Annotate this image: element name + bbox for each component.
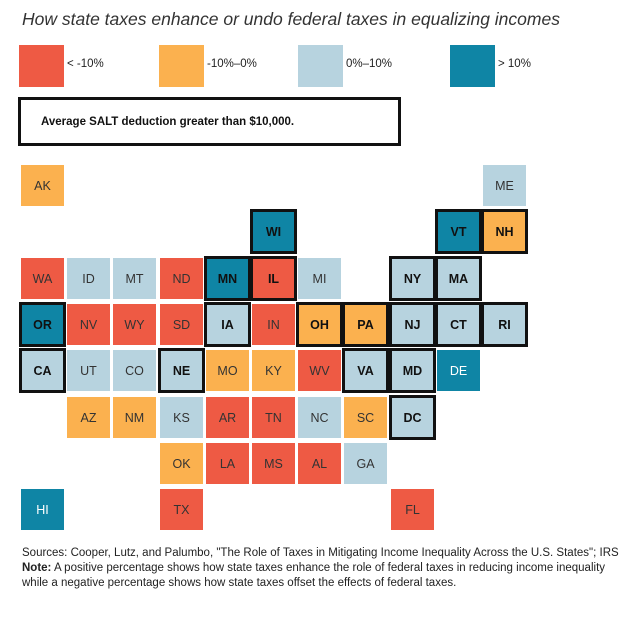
state-tile-ne: NE bbox=[160, 350, 203, 391]
note-label: Note: bbox=[22, 562, 52, 574]
state-tile-wy: WY bbox=[113, 304, 156, 345]
sources-note: Sources: Cooper, Lutz, and Palumbo, "The… bbox=[22, 546, 622, 591]
chart-title: How state taxes enhance or undo federal … bbox=[22, 9, 560, 29]
state-tile-oh: OH bbox=[298, 304, 341, 345]
state-tile-va: VA bbox=[344, 350, 387, 391]
legend-swatch-neg-large bbox=[19, 45, 64, 87]
state-tile-dc: DC bbox=[391, 397, 434, 438]
state-tile-ny: NY bbox=[391, 258, 434, 299]
state-tile-nd: ND bbox=[160, 258, 203, 299]
state-tile-nv: NV bbox=[67, 304, 110, 345]
salt-legend-box: Average SALT deduction greater than $10,… bbox=[18, 97, 401, 146]
state-tile-mi: MI bbox=[298, 258, 341, 299]
state-tile-fl: FL bbox=[391, 489, 434, 530]
state-tile-il: IL bbox=[252, 258, 295, 299]
state-tile-ma: MA bbox=[437, 258, 480, 299]
state-tile-nc: NC bbox=[298, 397, 341, 438]
state-tile-in: IN bbox=[252, 304, 295, 345]
legend-label-pos-large: > 10% bbox=[498, 58, 531, 70]
state-tile-ar: AR bbox=[206, 397, 249, 438]
state-tile-wv: WV bbox=[298, 350, 341, 391]
state-tile-ga: GA bbox=[344, 443, 387, 484]
state-tile-az: AZ bbox=[67, 397, 110, 438]
state-tile-mo: MO bbox=[206, 350, 249, 391]
state-tile-hi: HI bbox=[21, 489, 64, 530]
state-tile-ca: CA bbox=[21, 350, 64, 391]
state-tile-id: ID bbox=[67, 258, 110, 299]
state-tile-ri: RI bbox=[483, 304, 526, 345]
legend-swatch-pos-small bbox=[298, 45, 343, 87]
state-tile-nj: NJ bbox=[391, 304, 434, 345]
state-tile-ok: OK bbox=[160, 443, 203, 484]
note-text: A positive percentage shows how state ta… bbox=[22, 562, 606, 589]
state-tile-ak: AK bbox=[21, 165, 64, 206]
legend-swatch-pos-large bbox=[450, 45, 495, 87]
salt-legend-label: Average SALT deduction greater than $10,… bbox=[41, 116, 295, 128]
legend-swatch-neg-small bbox=[159, 45, 204, 87]
state-tile-vt: VT bbox=[437, 211, 480, 252]
state-tile-de: DE bbox=[437, 350, 480, 391]
state-tile-sc: SC bbox=[344, 397, 387, 438]
legend-label-pos-small: 0%–10% bbox=[346, 58, 393, 70]
state-tile-mn: MN bbox=[206, 258, 249, 299]
legend-label-neg-large: < -10% bbox=[67, 58, 104, 70]
state-tile-ut: UT bbox=[67, 350, 110, 391]
state-tile-al: AL bbox=[298, 443, 341, 484]
state-tile-ct: CT bbox=[437, 304, 480, 345]
state-tile-me: ME bbox=[483, 165, 526, 206]
state-tile-ks: KS bbox=[160, 397, 203, 438]
state-tile-ky: KY bbox=[252, 350, 295, 391]
state-tile-wa: WA bbox=[21, 258, 64, 299]
state-tile-nh: NH bbox=[483, 211, 526, 252]
state-tile-pa: PA bbox=[344, 304, 387, 345]
state-tile-wi: WI bbox=[252, 211, 295, 252]
state-tile-co: CO bbox=[113, 350, 156, 391]
state-tile-la: LA bbox=[206, 443, 249, 484]
state-tile-ia: IA bbox=[206, 304, 249, 345]
note-paragraph: Note: A positive percentage shows how st… bbox=[22, 561, 622, 591]
state-tile-or: OR bbox=[21, 304, 64, 345]
state-tile-ms: MS bbox=[252, 443, 295, 484]
state-tile-mt: MT bbox=[113, 258, 156, 299]
sources-text: Sources: Cooper, Lutz, and Palumbo, "The… bbox=[22, 547, 619, 559]
state-tile-nm: NM bbox=[113, 397, 156, 438]
state-tile-sd: SD bbox=[160, 304, 203, 345]
state-tile-tn: TN bbox=[252, 397, 295, 438]
legend-label-neg-small: -10%–0% bbox=[207, 58, 257, 70]
state-tile-tx: TX bbox=[160, 489, 203, 530]
state-tile-md: MD bbox=[391, 350, 434, 391]
